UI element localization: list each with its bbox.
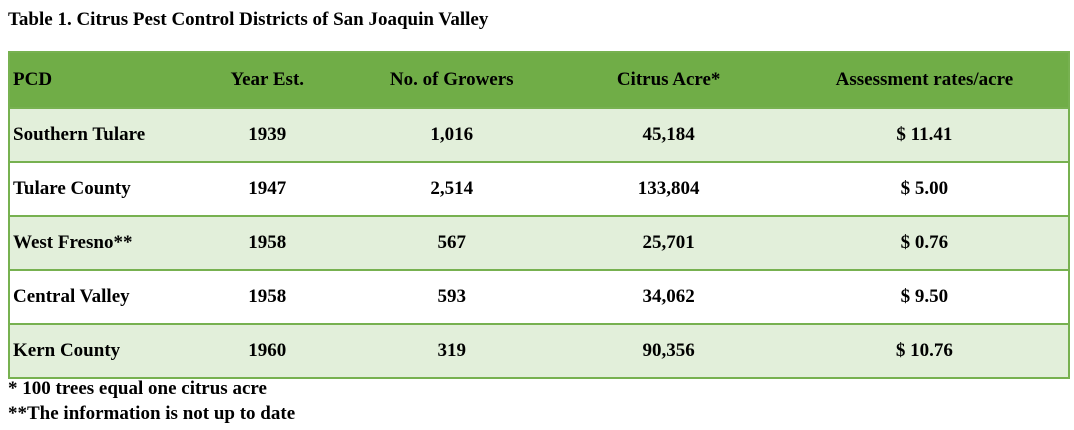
header-citrus-acre: Citrus Acre*: [616, 69, 721, 90]
table-row: Kern County 1960 319 90,356 $ 10.76: [10, 323, 1068, 377]
cell-citrus-acre: 34,062: [642, 286, 695, 307]
cell-year-est: 1958: [248, 286, 287, 307]
cell-pcd: Southern Tulare: [13, 124, 146, 145]
header-year-est: Year Est.: [230, 69, 305, 90]
pest-control-table: PCD Year Est. No. of Growers Citrus Acre…: [8, 51, 1070, 379]
cell-assessment-rate: $ 11.41: [896, 124, 953, 145]
cell-pcd: West Fresno**: [13, 232, 133, 253]
cell-citrus-acre: 133,804: [637, 178, 700, 199]
footnote-citrus-acre: * 100 trees equal one citrus acre: [8, 378, 267, 399]
cell-citrus-acre: 25,701: [642, 232, 695, 253]
table-row: Central Valley 1958 593 34,062 $ 9.50: [10, 269, 1068, 323]
header-pcd: PCD: [13, 69, 53, 90]
cell-year-est: 1939: [248, 124, 287, 145]
footnote-not-up-to-date: **The information is not up to date: [8, 403, 296, 424]
cell-assessment-rate: $ 5.00: [900, 178, 949, 199]
table-title: Table 1. Citrus Pest Control Districts o…: [8, 9, 489, 30]
cell-assessment-rate: $ 0.76: [900, 232, 949, 253]
cell-pcd: Central Valley: [13, 286, 130, 307]
cell-year-est: 1947: [248, 178, 287, 199]
cell-growers: 567: [437, 232, 467, 253]
cell-assessment-rate: $ 10.76: [895, 340, 953, 361]
cell-pcd: Kern County: [13, 340, 121, 361]
cell-growers: 2,514: [430, 178, 474, 199]
table-row: West Fresno** 1958 567 25,701 $ 0.76: [10, 215, 1068, 269]
cell-year-est: 1958: [248, 232, 287, 253]
cell-pcd: Tulare County: [13, 178, 131, 199]
table-footnotes: * 100 trees equal one citrus acre **The …: [8, 376, 295, 426]
header-no-of-growers: No. of Growers: [389, 69, 514, 90]
header-assessment-rates: Assessment rates/acre: [835, 69, 1014, 90]
cell-citrus-acre: 45,184: [642, 124, 695, 145]
cell-growers: 319: [437, 340, 467, 361]
cell-assessment-rate: $ 9.50: [900, 286, 949, 307]
table-header-row: PCD Year Est. No. of Growers Citrus Acre…: [10, 53, 1068, 107]
cell-year-est: 1960: [248, 340, 287, 361]
table-row: Tulare County 1947 2,514 133,804 $ 5.00: [10, 161, 1068, 215]
cell-growers: 593: [437, 286, 467, 307]
cell-growers: 1,016: [430, 124, 474, 145]
table-row: Southern Tulare 1939 1,016 45,184 $ 11.4…: [10, 107, 1068, 161]
cell-citrus-acre: 90,356: [642, 340, 695, 361]
